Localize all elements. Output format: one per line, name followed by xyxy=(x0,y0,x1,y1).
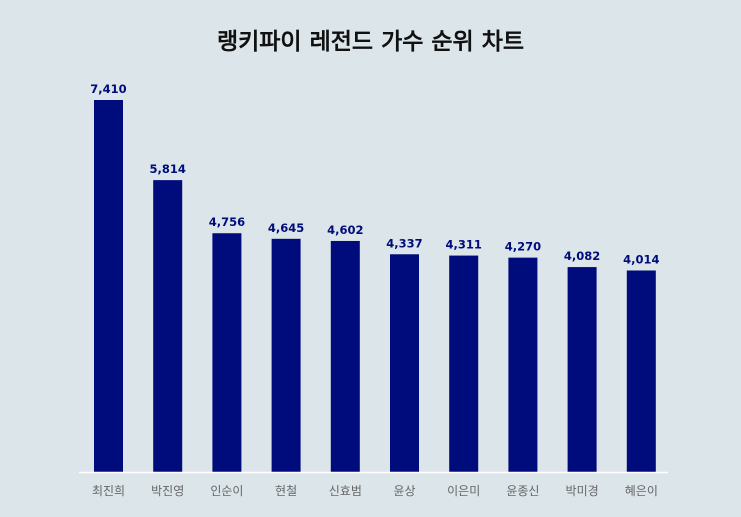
bar-박미경 xyxy=(567,267,597,472)
value-label: 4,602 xyxy=(327,223,363,237)
value-label: 7,410 xyxy=(90,82,126,96)
category-label: 윤종신 xyxy=(506,484,539,498)
value-label: 4,645 xyxy=(268,221,304,235)
category-label: 신효범 xyxy=(329,484,362,498)
bar-윤상 xyxy=(390,254,419,472)
bar-현철 xyxy=(271,238,301,472)
value-label: 4,311 xyxy=(446,238,482,252)
bar-윤종신 xyxy=(508,257,538,472)
bar-최진희 xyxy=(94,100,123,472)
bar-이은미 xyxy=(449,255,479,472)
category-label: 인순이 xyxy=(210,484,243,498)
value-label: 5,814 xyxy=(150,162,186,176)
bar-박진영 xyxy=(153,180,183,472)
value-label: 4,756 xyxy=(209,215,245,229)
category-label: 최진희 xyxy=(92,484,125,498)
value-label: 4,014 xyxy=(623,252,659,266)
bar-혜은이 xyxy=(626,270,656,472)
chart-title: 랭키파이 레전드 가수 순위 차트 xyxy=(216,29,525,55)
category-label: 윤상 xyxy=(393,484,415,498)
category-label: 혜은이 xyxy=(625,484,658,498)
bar-인순이 xyxy=(212,233,242,472)
value-label: 4,337 xyxy=(386,236,422,250)
category-label: 박진영 xyxy=(151,484,184,498)
category-label: 이은미 xyxy=(447,484,480,498)
value-label: 4,082 xyxy=(564,249,600,263)
category-label: 박미경 xyxy=(566,484,599,498)
bar-신효범 xyxy=(330,240,360,472)
value-label: 4,270 xyxy=(505,240,541,254)
category-label: 현철 xyxy=(275,484,297,498)
